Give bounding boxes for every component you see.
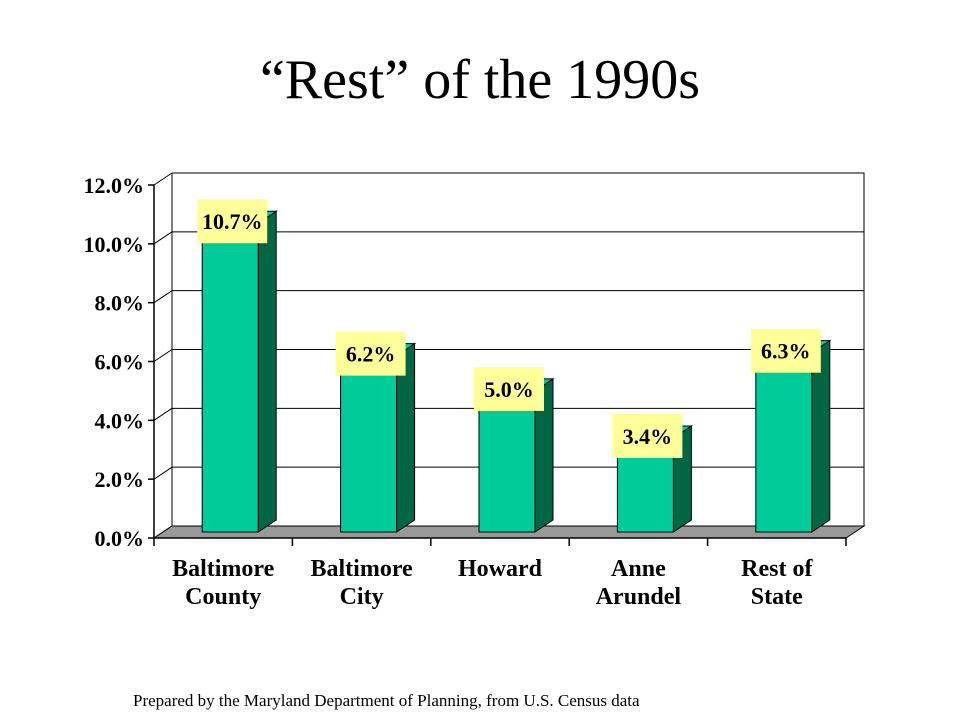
data-label-box bbox=[612, 413, 683, 458]
category-label: Rest of State bbox=[741, 556, 813, 610]
data-label-text: 5.0% bbox=[484, 377, 534, 402]
category-label: Howard bbox=[458, 556, 543, 582]
slide-title: “Rest” of the 1990s bbox=[259, 49, 701, 111]
y-tick-label: 10.0% bbox=[84, 232, 145, 257]
data-label: 6.2% bbox=[335, 331, 406, 376]
bar-side bbox=[257, 210, 277, 533]
data-label: 6.3% bbox=[750, 328, 821, 373]
y-tick-label: 0.0% bbox=[95, 526, 145, 551]
bar-front bbox=[478, 390, 536, 533]
y-tick-labels: 0.0% 2.0% 4.0% 6.0% 8.0% 10.0% 12.0% bbox=[84, 173, 145, 551]
data-label-box bbox=[197, 199, 268, 244]
bar bbox=[200, 210, 278, 533]
bar bbox=[754, 339, 832, 533]
data-label: 10.7% bbox=[197, 199, 268, 244]
gridline-side bbox=[153, 290, 173, 304]
gridline-side bbox=[153, 172, 173, 186]
bar-front bbox=[340, 355, 398, 533]
bar-front bbox=[755, 352, 813, 533]
data-label-box bbox=[750, 328, 821, 373]
data-label: 3.4% bbox=[612, 413, 683, 458]
y-tick-label: 12.0% bbox=[84, 173, 145, 198]
y-tick-label: 8.0% bbox=[95, 291, 145, 316]
data-label-text: 3.4% bbox=[623, 424, 673, 449]
gridline-side bbox=[153, 231, 173, 245]
data-label-box bbox=[474, 366, 544, 411]
source-note: Prepared by the Maryland Department of P… bbox=[133, 691, 640, 710]
data-labels: 10.7% 6.2% 5.0% 3.4% 6.3% bbox=[197, 199, 821, 458]
category-label: Baltimore City bbox=[310, 556, 413, 610]
y-tick-label: 2.0% bbox=[95, 467, 145, 492]
gridline-side bbox=[153, 407, 173, 421]
bar-front bbox=[201, 222, 259, 533]
y-axis bbox=[148, 184, 847, 546]
bar bbox=[477, 377, 555, 533]
gridline-side bbox=[153, 349, 173, 362]
gridline-side bbox=[153, 466, 173, 480]
data-label-text: 6.2% bbox=[346, 342, 396, 367]
y-tick-label: 6.0% bbox=[95, 350, 145, 375]
data-label: 5.0% bbox=[474, 366, 544, 411]
y-tick-label: 4.0% bbox=[95, 408, 145, 433]
data-label-text: 6.3% bbox=[761, 339, 811, 364]
category-label: Baltimore County bbox=[172, 556, 275, 610]
category-label: Anne Arundel bbox=[596, 556, 682, 610]
data-label-box bbox=[335, 331, 406, 376]
category-labels: Baltimore County Baltimore City Howard Anne Ar… bbox=[172, 556, 813, 610]
data-label-text: 10.7% bbox=[202, 209, 263, 234]
